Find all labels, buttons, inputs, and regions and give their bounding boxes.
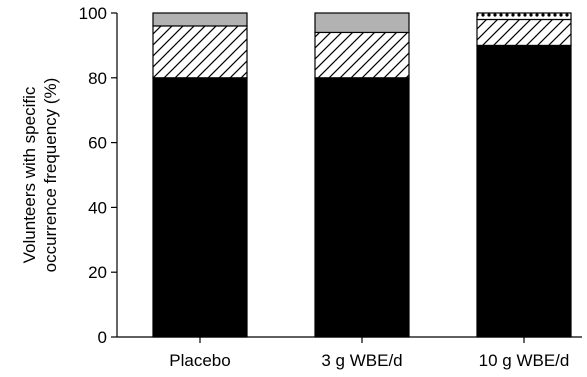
y-tick-label: 40	[88, 198, 107, 217]
bar-segment-hatched	[314, 31, 410, 79]
bar-segment-hatched	[476, 18, 572, 46]
bar-segment-hatched	[152, 25, 248, 79]
y-tick-label: 20	[88, 263, 107, 282]
plot-area: 0 20 40 60 80 100 Placebo 3 g WBE/d 10 g WBE/d	[79, 4, 582, 370]
bar-segment-grey	[314, 12, 410, 34]
y-axis-title: Volunteers with specific occurrence freq…	[20, 78, 60, 273]
bar-segment-dotted	[476, 12, 572, 21]
y-tick-label: 0	[98, 328, 107, 347]
bar-segment-grey	[152, 12, 248, 27]
y-tick-label: 100	[79, 4, 107, 23]
y-axis-title-line-2: occurrence frequency (%)	[41, 78, 60, 273]
x-tick-label: 10 g WBE/d	[479, 351, 570, 370]
y-tick-label: 60	[88, 134, 107, 153]
bar-segment-solid	[314, 77, 410, 338]
x-tick-label: 3 g WBE/d	[321, 351, 402, 370]
bar-segment-solid	[476, 44, 572, 338]
x-tick-label: Placebo	[169, 351, 230, 370]
y-axis-title-line-1: Volunteers with specific	[20, 86, 39, 263]
y-tick-label: 80	[88, 69, 107, 88]
bar-segment-solid	[152, 77, 248, 338]
